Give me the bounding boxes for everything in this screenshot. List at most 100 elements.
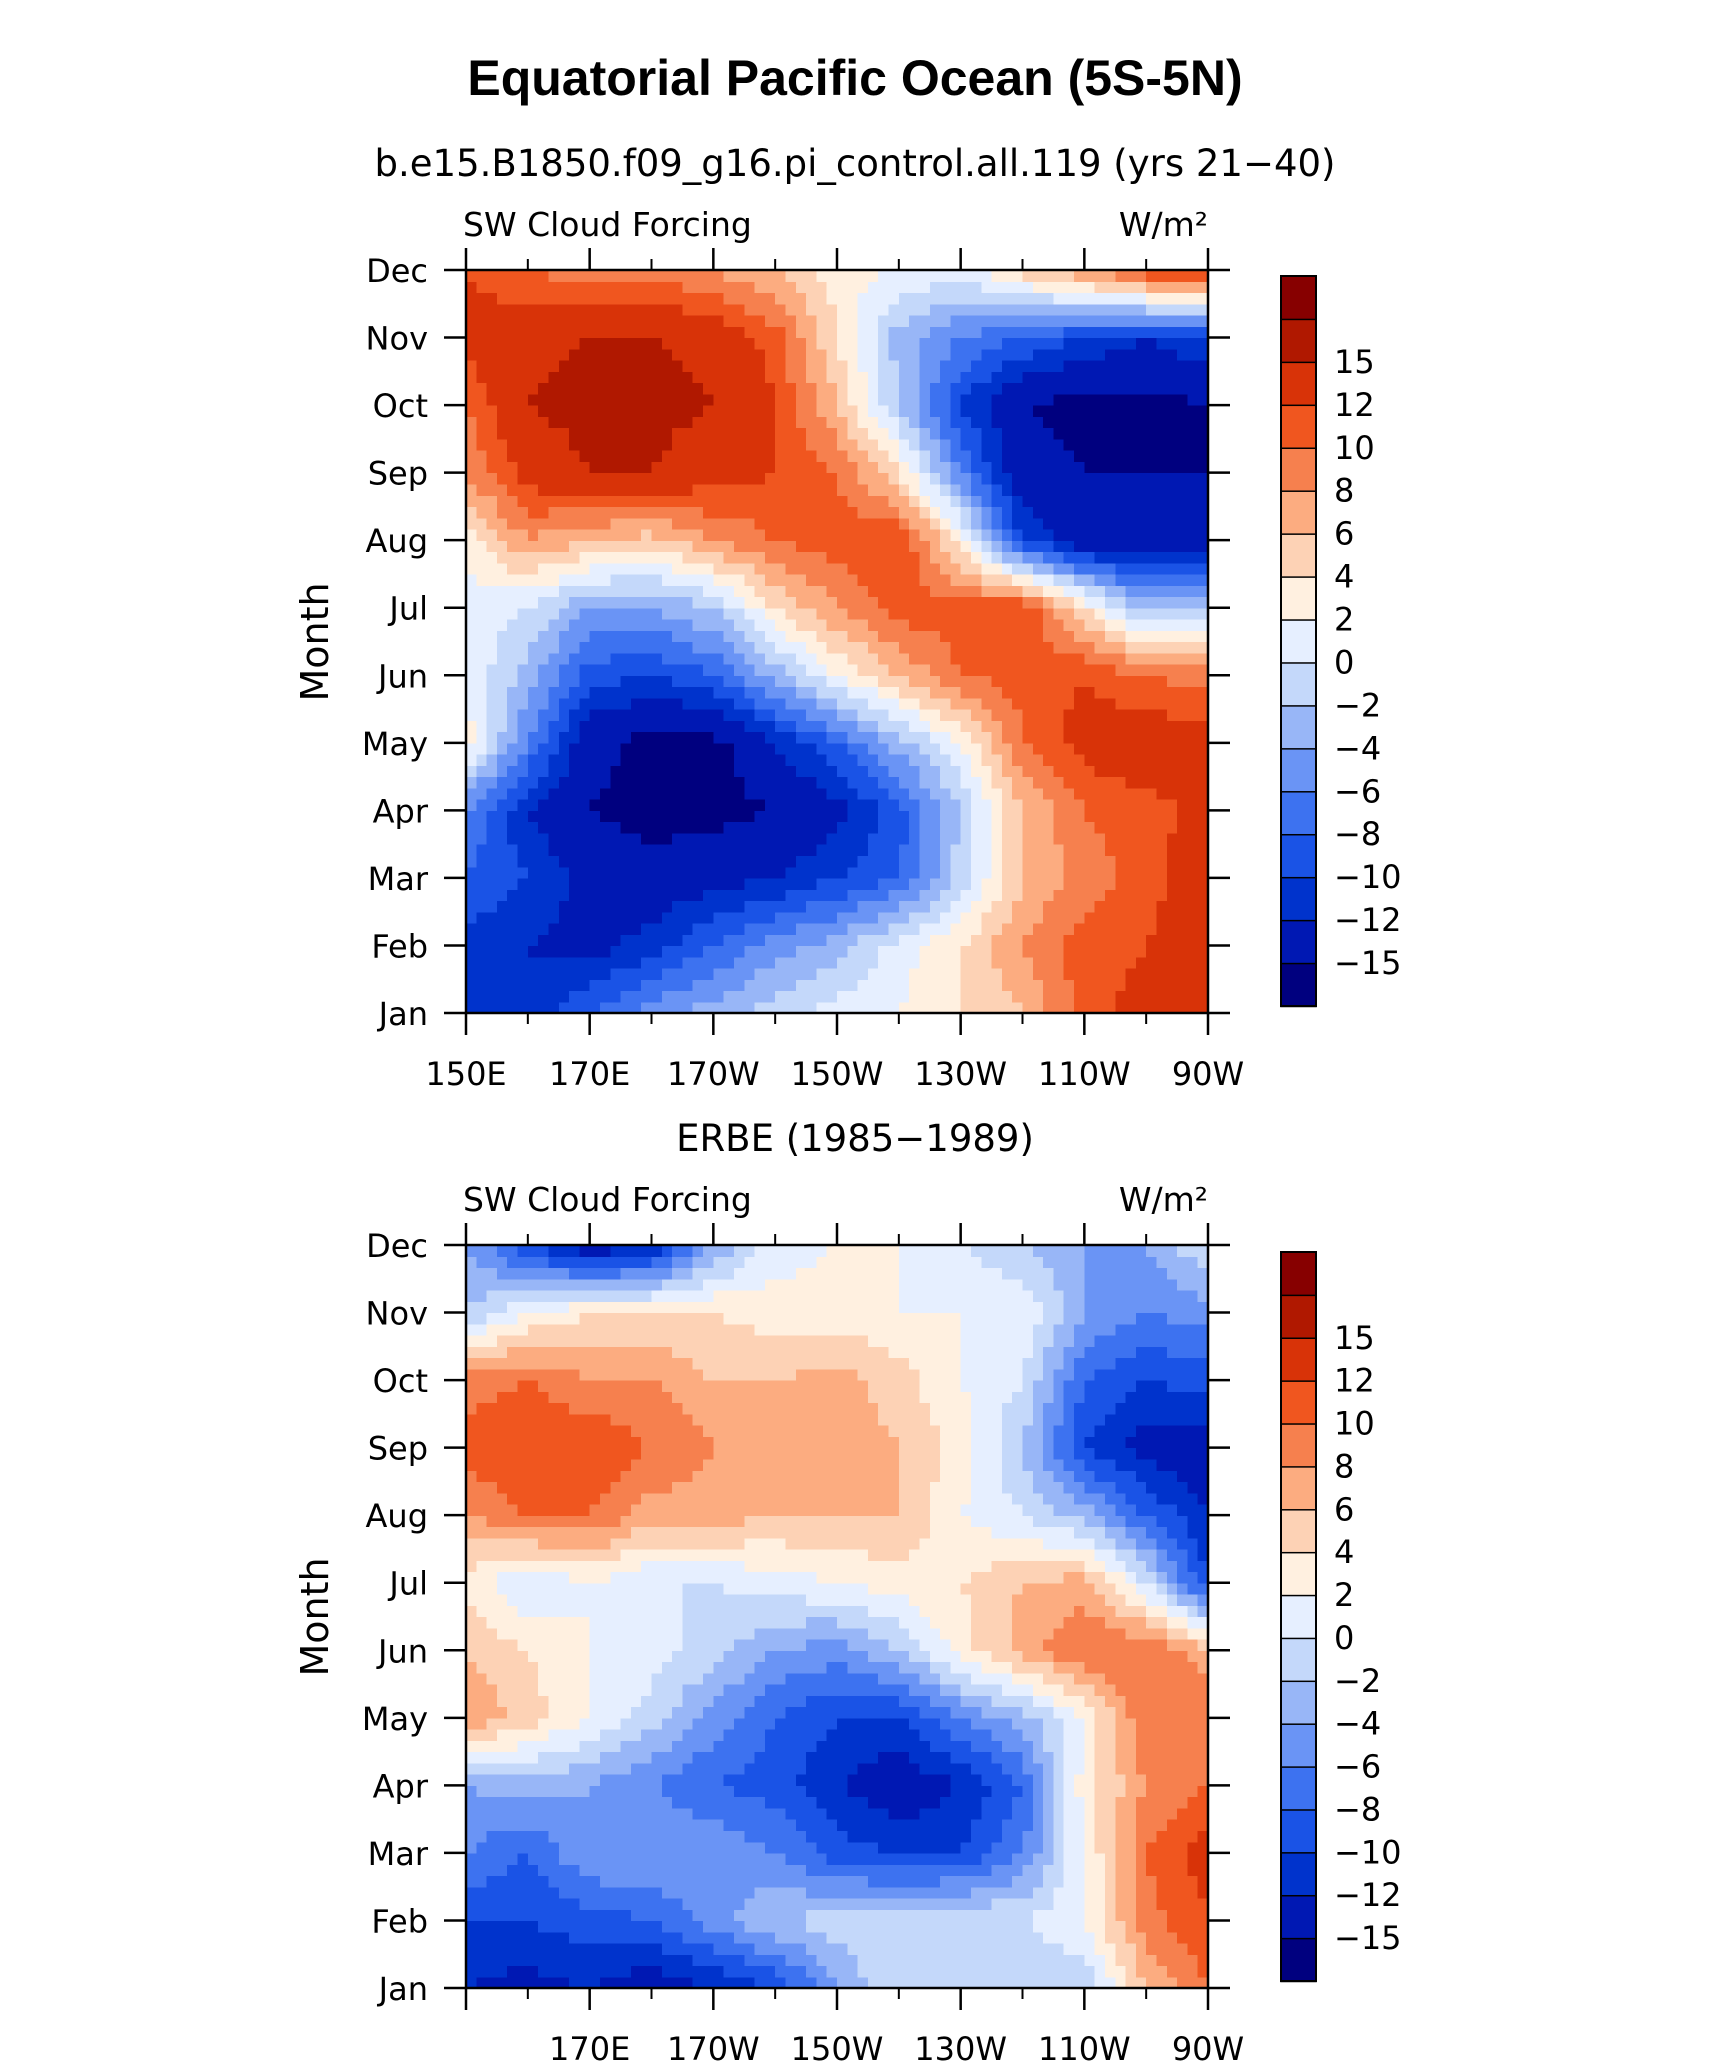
heatmap-cell [620, 754, 632, 766]
heatmap-cell [775, 990, 787, 1003]
heatmap-cell [1166, 731, 1178, 744]
heatmap-cell [1022, 483, 1034, 496]
heatmap-cell [692, 877, 704, 890]
heatmap-cell [538, 292, 550, 305]
heatmap-cell [548, 652, 560, 665]
heatmap-cell [867, 573, 879, 586]
heatmap-cell [775, 472, 787, 485]
heatmap-cell [1012, 776, 1024, 789]
heatmap-cell [991, 438, 1003, 451]
heatmap-cell [610, 618, 622, 631]
heatmap-cell [929, 405, 941, 417]
heatmap-cell [661, 675, 673, 688]
heatmap-cell [847, 686, 859, 699]
heatmap-cell [599, 438, 611, 451]
heatmap-cell [641, 922, 653, 935]
heatmap-cell [940, 889, 951, 902]
heatmap-cell [589, 551, 601, 564]
heatmap-cell [703, 889, 714, 902]
heatmap-cell [599, 979, 611, 992]
heatmap-cell [764, 720, 776, 733]
heatmap-cell [929, 1965, 941, 1978]
heatmap-cell [692, 776, 704, 789]
heatmap-cell [703, 528, 714, 541]
heatmap-cell [733, 585, 745, 598]
heatmap-cell [1104, 393, 1116, 406]
heatmap-cell [991, 934, 1003, 947]
heatmap-cell [1156, 922, 1168, 935]
heatmap-cell [1104, 742, 1116, 755]
heatmap-cell [1115, 528, 1127, 541]
heatmap-cell [785, 945, 797, 958]
heatmap-cell [610, 585, 622, 598]
heatmap-cell [723, 337, 735, 350]
heatmap-cell [579, 405, 591, 417]
heatmap-cell [816, 844, 828, 856]
heatmap-cell [981, 900, 993, 913]
heatmap-cell [764, 765, 776, 778]
heatmap-cell [682, 427, 694, 440]
heatmap-cell [579, 990, 591, 1003]
heatmap-cell [754, 472, 766, 485]
heatmap-cell [517, 934, 529, 947]
heatmap-cell [651, 337, 663, 350]
heatmap-cell [1053, 776, 1065, 789]
heatmap-cell [486, 1001, 498, 1014]
heatmap-cell [909, 630, 921, 643]
heatmap-cells [466, 1245, 1209, 1989]
heatmap-cell [630, 630, 642, 643]
heatmap-cell [548, 832, 560, 845]
heatmap-cell [1135, 562, 1147, 575]
heatmap-cell [569, 709, 580, 721]
heatmap-cell [1094, 472, 1106, 485]
heatmap-cell [754, 562, 766, 575]
heatmap-cell [682, 551, 694, 564]
heatmap-cell [1043, 990, 1055, 1003]
heatmap-cell [816, 866, 828, 879]
heatmap-cell [620, 517, 632, 530]
heatmap-cell [960, 585, 972, 598]
heatmap-cell [579, 967, 591, 980]
heatmap-cell [548, 562, 560, 575]
heatmap-cell [1074, 326, 1085, 339]
heatmap-cell [589, 922, 601, 935]
heatmap-cell [1104, 281, 1116, 294]
heatmap-cell [1187, 754, 1199, 766]
heatmap-cell [1074, 506, 1085, 519]
heatmap-cell [507, 450, 519, 462]
heatmap-cell [1125, 664, 1137, 676]
heatmap-cell [548, 855, 560, 868]
heatmap-cell [496, 889, 508, 902]
heatmap-cell [486, 877, 498, 890]
heatmap-cell [1094, 315, 1106, 327]
heatmap-cell [816, 438, 828, 451]
heatmap-cell [1084, 596, 1096, 609]
heatmap-cell [1146, 844, 1158, 856]
heatmap-cell [569, 799, 580, 811]
heatmap-cell [806, 855, 817, 868]
heatmap-cell [1001, 607, 1013, 620]
heatmap-cell [1146, 270, 1158, 282]
heatmap-cell [1187, 810, 1199, 823]
heatmap-cell [1022, 821, 1034, 834]
heatmap-cell [1146, 742, 1158, 755]
heatmap-cell [929, 506, 941, 519]
heatmap-cell [620, 934, 632, 947]
heatmap-cell [1104, 664, 1116, 676]
heatmap-cell [651, 393, 663, 406]
heatmap-cell [898, 675, 910, 688]
heatmap-cell [548, 889, 560, 902]
heatmap-cell [816, 754, 828, 766]
heatmap-cell [527, 337, 539, 350]
heatmap-cell [1125, 281, 1137, 294]
heatmap-cell [630, 922, 642, 935]
heatmap-cell [867, 1976, 879, 1989]
heatmap-cell [1104, 371, 1116, 384]
heatmap-cell [1084, 720, 1096, 733]
heatmap-cell [1135, 776, 1147, 789]
heatmap-cell [630, 573, 642, 586]
heatmap-cell [486, 821, 498, 834]
heatmap-cell [929, 461, 941, 474]
heatmap-cell [1032, 855, 1044, 868]
heatmap-cell [538, 709, 550, 721]
